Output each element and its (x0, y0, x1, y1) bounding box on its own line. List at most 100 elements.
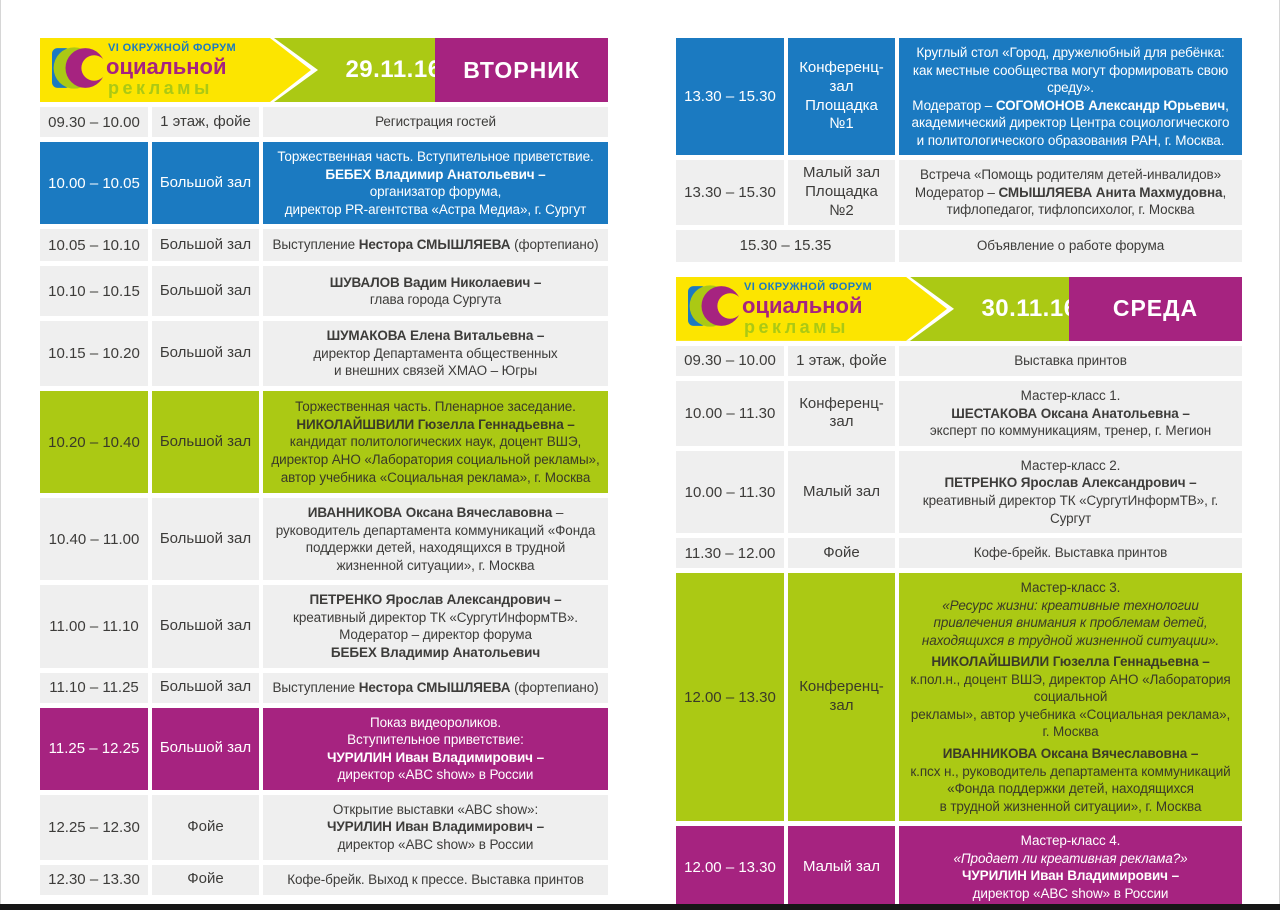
hall-cell: Большой зал (152, 321, 259, 387)
description-line: Кофе-брейк. Выход к прессе. Выставка при… (287, 871, 584, 889)
description-line: Мастер-класс 4. (1021, 832, 1121, 850)
description-line: тифлопедагог, тифлопсихолог, г. Москва (947, 201, 1195, 219)
day-header: 29.11.16 ВТОРНИК VI ОКРУЖНОЙ ФОРУМ оциально… (40, 38, 608, 102)
text-segment: Регистрация гостей (375, 114, 496, 130)
description-line: ЧУРИЛИН Иван Владимирович – (327, 749, 544, 767)
description-line: директор «ABC show» в России (338, 766, 534, 784)
text-segment: , (1225, 97, 1229, 113)
schedule-row: 10.00 – 11.30 Малый зал Мастер-класс 2. ПЕТ… (676, 450, 1242, 534)
text-segment: ПЕТРЕНКО Ярослав Александрович – (309, 592, 562, 608)
description-line: Круглый стол «Город, дружелюбный для реб… (916, 44, 1224, 62)
logo-word-socialnoy: оциальной (106, 54, 227, 79)
description-cell: Открытие выставки «ABC show»: ЧУРИЛИН Ива… (263, 794, 608, 860)
logo-forum-line: VI ОКРУЖНОЙ ФОРУМ (744, 280, 873, 293)
text-segment: НИКОЛАЙШВИЛИ Гюзелла Геннадьевна – (931, 654, 1210, 670)
time-cell: 11.25 – 12.25 (40, 707, 148, 790)
schedule-row: 11.00 – 11.10 Большой зал ПЕТРЕНКО Ярослав… (40, 585, 608, 668)
text-segment: Выступление (272, 679, 359, 695)
description-line: привлечения внимания к проблемам детей, (934, 614, 1208, 632)
description-line: ЧУРИЛИН Иван Владимирович – (327, 818, 544, 836)
logo-word-reklamy: рекламы (108, 78, 213, 98)
weekday-badge: ВТОРНИК (435, 38, 608, 102)
hall-cell: 1 этаж, фойе (788, 345, 895, 376)
description-line: директор PR-агентства «Астра Медиа», г. … (285, 201, 587, 219)
text-segment: ИВАННИКОВА Оксана Вячеславовна – (942, 746, 1199, 762)
text-segment: ШУМАКОВА Елена Витальевна – (326, 328, 545, 344)
description-cell: ИВАННИКОВА Оксана Вячеславовна – руковод… (263, 498, 608, 581)
description-line: кандидат политологических наук, доцент В… (290, 433, 582, 451)
time-cell: 10.05 – 10.10 (40, 229, 148, 262)
text-segment: как местные сообщества могут формировать… (912, 62, 1229, 96)
description-line: ШУМАКОВА Елена Витальевна – (327, 327, 545, 345)
schedule-row: 13.30 – 15.30 Конференц-зал Площадка №1 Кру… (676, 38, 1242, 156)
text-segment: глава города Сургута (369, 292, 502, 308)
text-segment: Мастер-класс 4. (1020, 833, 1121, 849)
hall-line: Конференц-зал (799, 394, 884, 431)
description-line: Торжественная часть. Пленарное заседание… (295, 398, 576, 416)
description-line: и политологического образования РАН, г. … (917, 132, 1225, 150)
description-line: и внешних связей ХМАО – Югры (334, 362, 537, 380)
hall-cell: Малый зал Площадка №2 (788, 160, 895, 225)
description-cell: Торжественная часть. Вступительное приве… (263, 142, 608, 225)
hall-cell: 1 этаж, фойе (152, 107, 259, 137)
description-line: организатор форума, (370, 183, 502, 201)
text-segment: креативный директор ТК «СургутИнформТВ»,… (922, 493, 1219, 526)
hall-cell: Большой зал (152, 391, 259, 494)
hall-cell: Большой зал (152, 229, 259, 262)
description-line: Мастер-класс 1. (1021, 387, 1121, 405)
weekday-label: СРЕДА (1112, 295, 1199, 322)
description-line: Объявление о работе форума (977, 237, 1164, 255)
text-segment: организатор форума, (369, 184, 502, 200)
text-segment: привлечения внимания к проблемам детей, (933, 615, 1208, 631)
text-segment: ШЕСТАКОВА Оксана Анатольевна – (951, 405, 1190, 421)
hall-line: Большой зал (159, 235, 252, 253)
description-cell: Выступление Нестора СМЫШЛЯЕВА (фортепиан… (263, 229, 608, 262)
text-segment: ПЕТРЕНКО Ярослав Александрович – (944, 475, 1197, 491)
text-segment: Открытие выставки «ABC show»: (332, 801, 539, 817)
text-segment: (фортепиано) (510, 237, 599, 253)
description-cell: Мастер-класс 2. ПЕТРЕНКО Ярослав Александ… (899, 450, 1242, 534)
forum-logo: VI ОКРУЖНОЙ ФОРУМ оциальной рекламы (688, 280, 872, 337)
description-line: «Продает ли креативная реклама?» (953, 850, 1187, 868)
text-segment: ЧУРИЛИН Иван Владимирович – (962, 868, 1179, 884)
left-column: 29.11.16 ВТОРНИК VI ОКРУЖНОЙ ФОРУМ оциально… (40, 38, 608, 900)
hall-cell: Малый зал (788, 826, 895, 909)
text-segment: Нестора СМЫШЛЯЕВА (358, 237, 511, 253)
hall-cell: Большой зал (152, 585, 259, 668)
text-segment: эксперт по коммуникациям, тренер, г. Мег… (929, 423, 1212, 439)
text-segment: автор учебника «Социальная реклама», г. … (280, 469, 591, 485)
description-line: Мастер-класс 3. (1021, 579, 1121, 597)
schedule-row: 10.40 – 11.00 Большой зал ИВАННИКОВА Оксан… (40, 498, 608, 581)
schedule-row: 10.05 – 10.10 Большой зал Выступление Нест… (40, 229, 608, 262)
hall-cell: Малый зал (788, 450, 895, 534)
hall-line: Фойе (823, 543, 860, 561)
description-line: директор «ABC show» в России (973, 885, 1169, 903)
hall-line: Большой зал (159, 344, 252, 362)
time-cell: 10.10 – 10.15 (40, 266, 148, 317)
text-segment: Вступительное приветствие: (347, 732, 524, 748)
hall-line: Большой зал (159, 173, 252, 191)
description-line: Открытие выставки «ABC show»: (333, 801, 538, 819)
hall-line: Конференц-зал (799, 59, 884, 95)
logo-word-reklamy: рекламы (744, 316, 849, 337)
description-line: ИВАННИКОВА Оксана Вячеславовна – (943, 745, 1199, 763)
text-segment: Мастер-класс 3. (1020, 580, 1121, 596)
hall-line: Малый зал (802, 482, 881, 500)
description-line: рекламы», автор учебника «Социальная рек… (907, 706, 1234, 741)
text-segment: Встреча «Помощь родителям детей-инвалидо… (920, 167, 1221, 183)
hall-cell: Большой зал (152, 142, 259, 225)
description-line: креативный директор ТК «СургутИнформТВ»,… (907, 492, 1234, 527)
time-cell: 10.00 – 11.30 (676, 380, 784, 446)
schedule-row: 12.00 – 13.30 Малый зал Мастер-класс 4. «Пр… (676, 826, 1242, 909)
schedule-row: 12.25 – 12.30 Фойе Открытие выставки «ABC … (40, 794, 608, 860)
description-line: Мастер-класс 2. (1021, 457, 1121, 475)
description-line: ЧУРИЛИН Иван Владимирович – (962, 867, 1179, 885)
text-segment: Кофе-брейк. Выход к прессе. Выставка при… (287, 871, 584, 887)
description-line: директор АНО «Лаборатория социальной рек… (271, 451, 599, 469)
description-cell: Кофе-брейк. Выставка принтов (899, 538, 1242, 569)
schedule-row: 10.20 – 10.40 Большой зал Торжественная ча… (40, 391, 608, 494)
text-segment: – руководитель департамента коммуникаций… (275, 505, 596, 573)
right-column: 13.30 – 15.30 Конференц-зал Площадка №1 Кру… (676, 38, 1242, 910)
text-segment: директор PR-агентства «Астра Медиа», г. … (284, 201, 587, 217)
weekday-label: ВТОРНИК (463, 56, 580, 83)
